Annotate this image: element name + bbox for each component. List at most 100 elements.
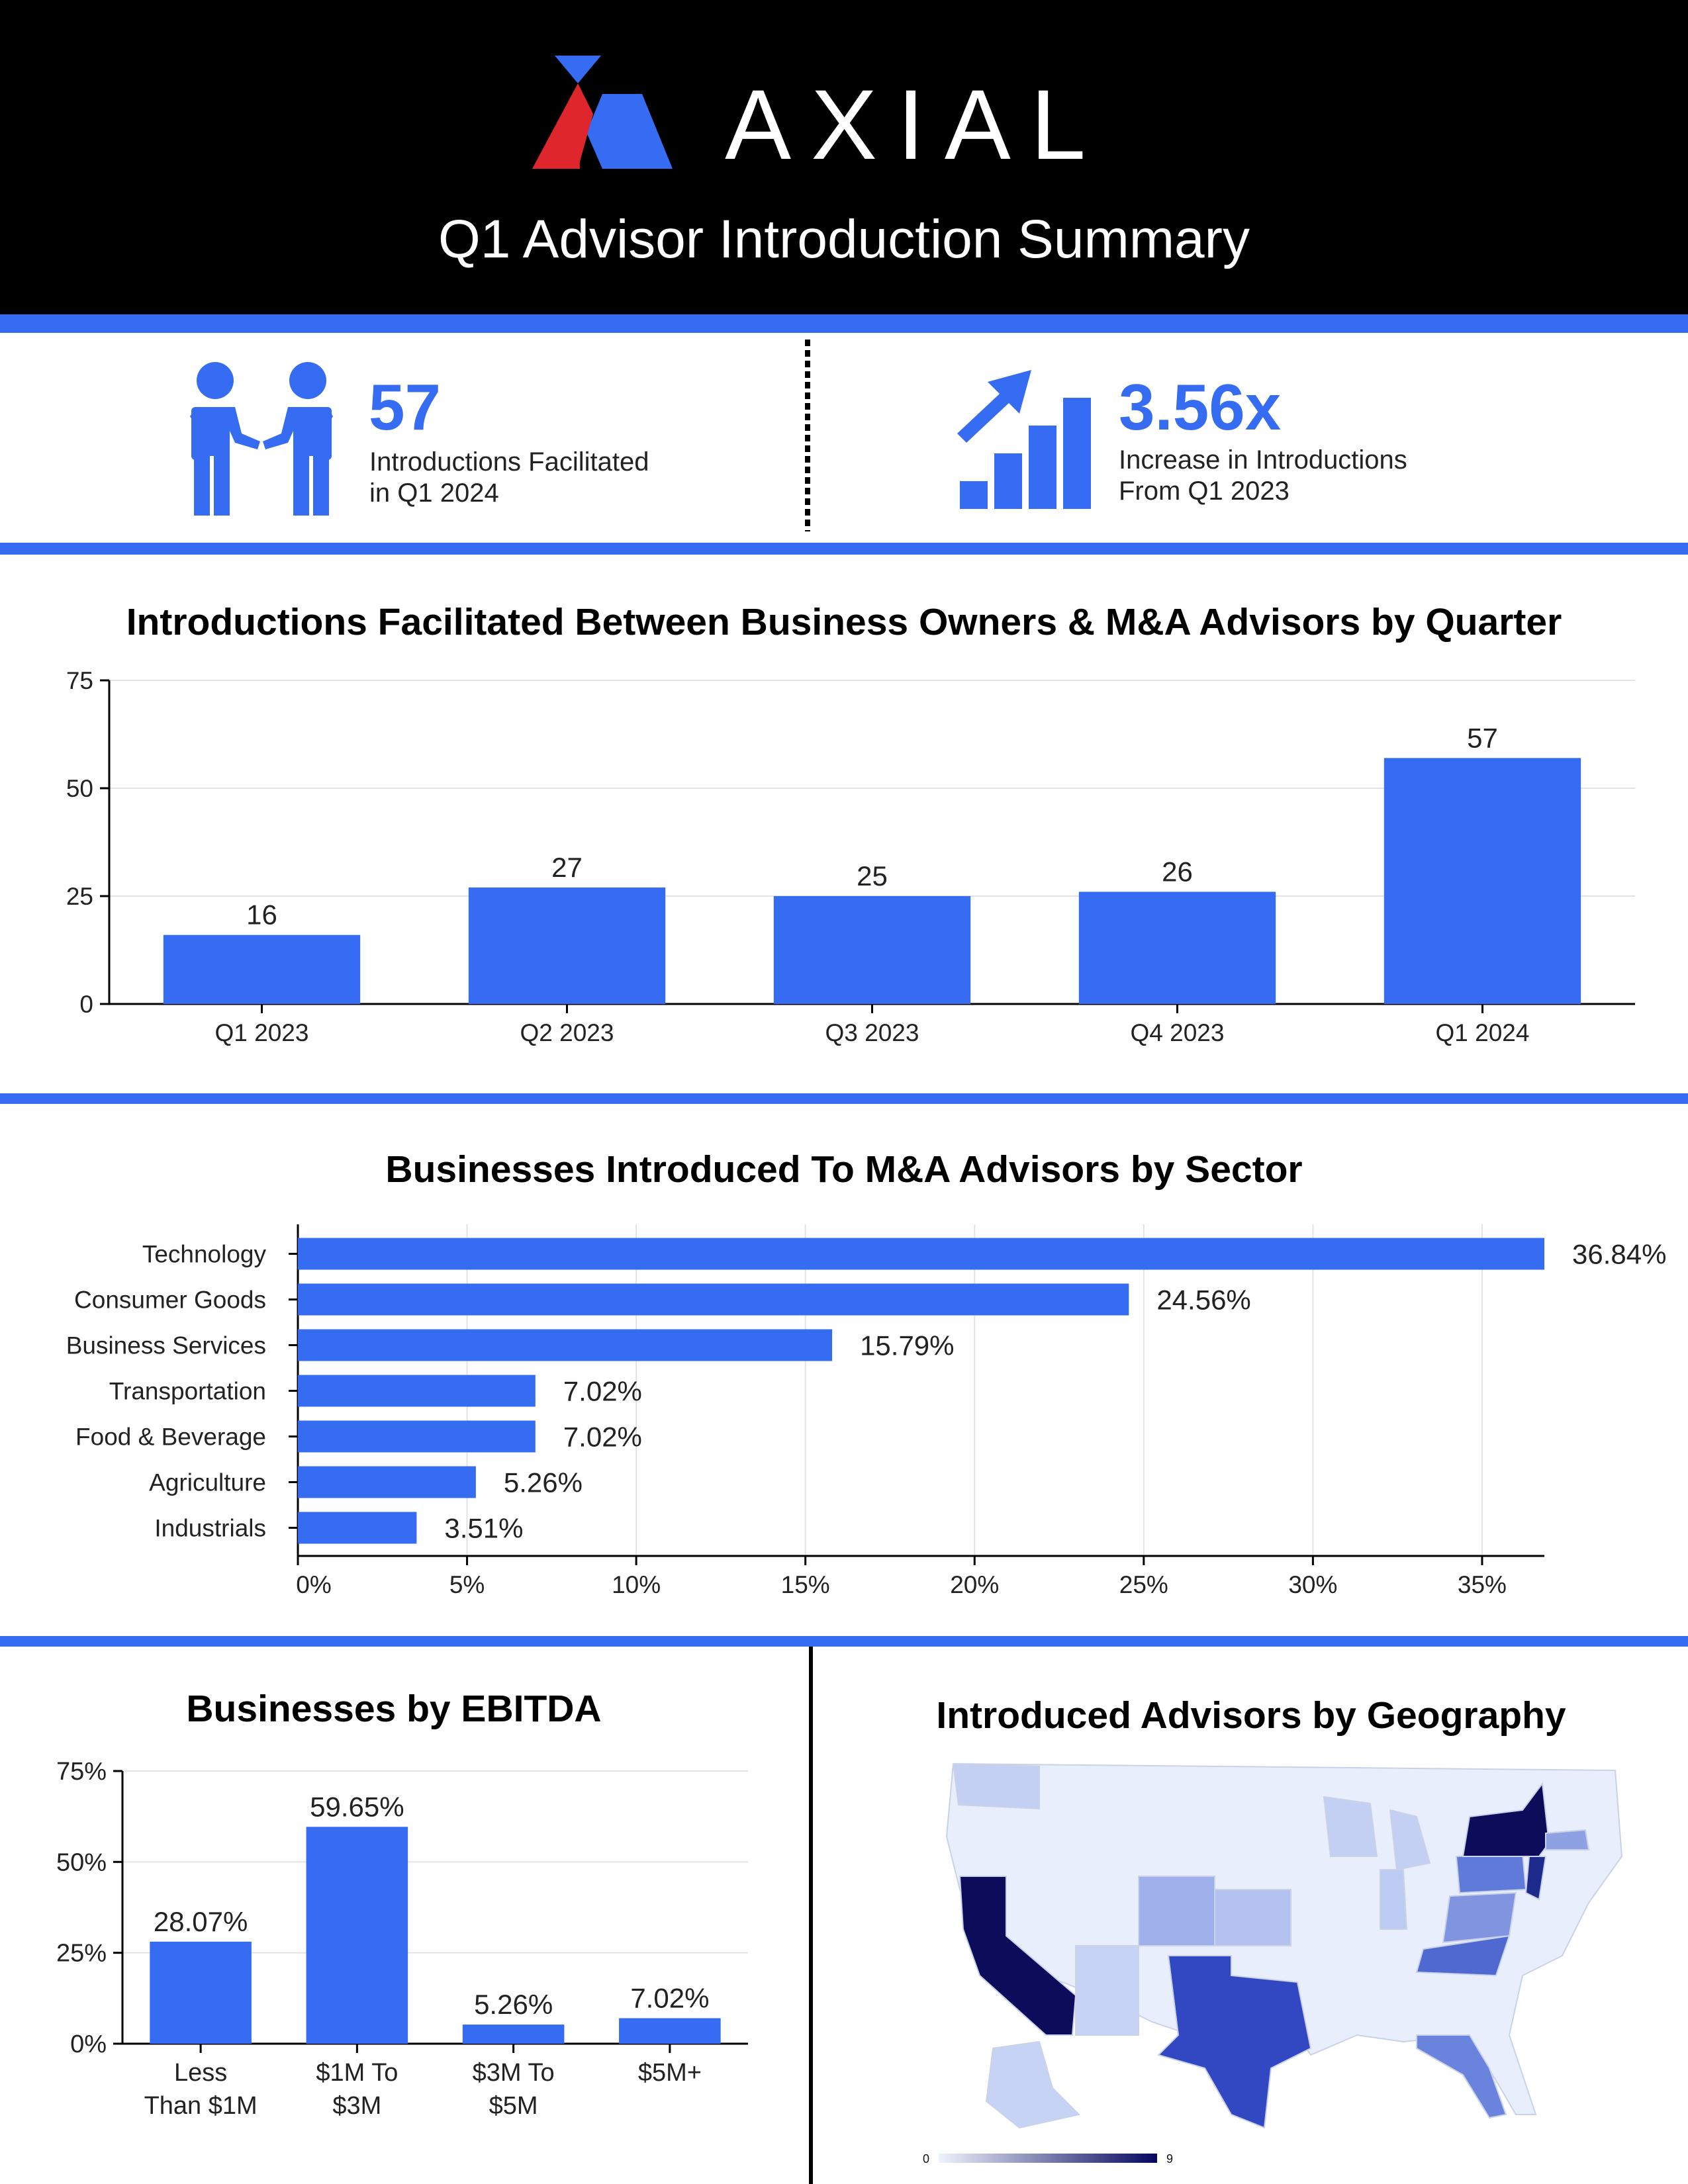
bar	[298, 1420, 536, 1453]
bar	[298, 1329, 833, 1361]
kpi-desc-line: From Q1 2023	[1119, 477, 1289, 506]
data-label: 3.51%	[444, 1513, 523, 1544]
y-tick-label: 0	[79, 991, 93, 1018]
y-tick-label: 25	[66, 883, 93, 910]
state-in	[1380, 1869, 1408, 1930]
data-label: 24.56%	[1156, 1285, 1250, 1316]
map-legend: 0 9	[923, 2152, 1173, 2165]
bar	[1078, 891, 1276, 1004]
state-wi	[1323, 1796, 1378, 1857]
ebitda-chart-title: Businesses by EBITDA	[186, 1688, 602, 1730]
kpi-desc-line: in Q1 2024	[369, 478, 499, 508]
bar	[619, 2018, 721, 2044]
bar	[298, 1375, 536, 1407]
data-label: 5.26%	[474, 1989, 553, 2020]
x-tick-label: Q4 2023	[1131, 1019, 1225, 1046]
kpi-increase-value: 3.56x	[1119, 371, 1282, 443]
y-tick-label: Food & Beverage	[75, 1424, 266, 1451]
brand-name: AXIAL	[725, 69, 1106, 180]
data-label: 15.79%	[860, 1330, 954, 1361]
y-tick-label: Technology	[142, 1241, 267, 1268]
us-choropleth-map	[945, 1762, 1623, 2129]
data-label: 16	[246, 899, 277, 931]
kpi-desc-line: Increase in Introductions	[1119, 445, 1407, 475]
x-tick-label: Less	[174, 2059, 227, 2087]
data-label: 26	[1162, 856, 1193, 887]
bar	[468, 887, 666, 1004]
bar	[773, 896, 971, 1004]
x-tick-label: $5M	[489, 2092, 538, 2120]
handshake-people-icon	[190, 362, 333, 516]
bar	[298, 1238, 1544, 1270]
data-label: 7.02%	[563, 1376, 642, 1407]
state-ak	[985, 2040, 1080, 2129]
bar	[306, 1827, 408, 2044]
map-legend-max: 9	[1166, 2152, 1173, 2165]
dotted-divider	[805, 340, 810, 531]
x-tick-label: 5%	[449, 1571, 485, 1598]
data-label: 59.65%	[310, 1791, 404, 1822]
kpi-introductions-value: 57	[369, 371, 442, 443]
x-tick-label: $5M+	[638, 2059, 702, 2087]
data-label: 7.02%	[630, 1982, 709, 2013]
ebitda-bar-chart: 0% 25% 50% 75% 28.07% Less Than $1M 59.65% $1M T…	[56, 1758, 748, 2120]
x-tick-label: $3M To	[473, 2059, 555, 2087]
x-tick-label: Q2 2023	[520, 1019, 614, 1046]
data-label: 57	[1467, 722, 1498, 753]
x-tick-label: 30%	[1288, 1571, 1337, 1598]
kpi-introductions-desc: Introductions Facilitated in Q1 2024	[369, 447, 649, 509]
state-co	[1138, 1876, 1215, 1946]
divider-band	[0, 314, 1688, 333]
bar	[1383, 758, 1581, 1004]
data-label: 28.07%	[154, 1906, 248, 1937]
y-tick-label: Industrials	[154, 1515, 266, 1542]
y-tick-label: 25%	[56, 1940, 107, 1968]
state-tx	[1157, 1955, 1312, 2129]
x-tick-label: 25%	[1119, 1571, 1168, 1598]
state-fl	[1416, 2034, 1507, 2119]
state-ks	[1214, 1889, 1291, 1946]
x-tick-label: 20%	[950, 1571, 999, 1598]
x-tick-label: 35%	[1458, 1571, 1507, 1598]
state-nc	[1415, 1934, 1511, 1977]
y-tick-label: 50%	[56, 1848, 107, 1876]
state-pa	[1455, 1852, 1527, 1894]
state-ma	[1545, 1829, 1590, 1850]
x-tick-label: Q1 2023	[215, 1019, 309, 1046]
bar	[298, 1466, 476, 1498]
bar	[298, 1512, 417, 1544]
y-tick-label: 75	[66, 667, 93, 694]
map-legend-bar	[939, 2154, 1157, 2163]
sector-chart-title: Businesses Introduced To M&A Advisors by…	[385, 1148, 1303, 1191]
data-label: 25	[857, 860, 888, 891]
state-az	[1075, 1945, 1139, 2036]
bar	[163, 934, 361, 1004]
x-tick-label: 15%	[781, 1571, 830, 1598]
y-tick-label: Consumer Goods	[74, 1287, 266, 1314]
divider-band	[0, 1636, 1688, 1647]
data-label: 27	[551, 852, 583, 883]
x-tick-label: $1M To	[316, 2059, 398, 2087]
axial-logo-icon	[532, 56, 673, 169]
y-tick-label: 50	[66, 775, 93, 802]
report-title: Q1 Advisor Introduction Summary	[438, 209, 1250, 269]
data-label: 36.84%	[1572, 1239, 1666, 1270]
y-tick-label: 0%	[70, 2030, 107, 2058]
bar	[298, 1283, 1129, 1316]
x-tick-label: 0%	[296, 1571, 331, 1598]
divider-band	[0, 1093, 1688, 1104]
bar	[462, 2025, 565, 2044]
y-tick-label: 75%	[56, 1758, 107, 1786]
state-va	[1442, 1891, 1517, 1944]
state-mi	[1389, 1809, 1431, 1871]
x-tick-label: 10%	[612, 1571, 661, 1598]
data-label: 5.26%	[504, 1467, 583, 1498]
vertical-divider	[809, 1647, 813, 2184]
x-tick-label: Than $1M	[144, 2092, 258, 2120]
x-tick-label: $3M	[332, 2092, 381, 2120]
y-tick-label: Agriculture	[149, 1469, 266, 1496]
kpi-desc-line: Introductions Facilitated	[369, 447, 649, 477]
bar	[150, 1941, 252, 2044]
kpi-increase-desc: Increase in Introductions From Q1 2023	[1119, 445, 1407, 507]
geography-map-title: Introduced Advisors by Geography	[936, 1694, 1566, 1737]
